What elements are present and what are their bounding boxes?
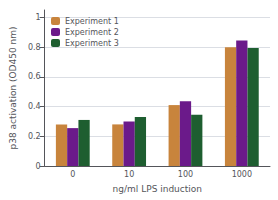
svg-text:0: 0 — [36, 162, 41, 171]
svg-text:1000: 1000 — [232, 170, 252, 179]
svg-text:0.2: 0.2 — [28, 132, 41, 141]
svg-text:Experiment 2: Experiment 2 — [65, 28, 119, 37]
svg-text:p38 activation (OD450 nm): p38 activation (OD450 nm) — [8, 26, 18, 149]
svg-text:0: 0 — [70, 170, 75, 179]
svg-text:1: 1 — [36, 13, 41, 22]
svg-text:0.4: 0.4 — [28, 102, 41, 111]
svg-text:0.6: 0.6 — [28, 72, 41, 81]
svg-text:100: 100 — [178, 170, 193, 179]
svg-text:0.8: 0.8 — [28, 43, 41, 52]
svg-text:Experiment 3: Experiment 3 — [65, 39, 119, 48]
svg-text:10: 10 — [124, 170, 134, 179]
svg-text:ng/ml LPS induction: ng/ml LPS induction — [113, 184, 202, 194]
svg-text:Experiment 1: Experiment 1 — [65, 17, 119, 26]
